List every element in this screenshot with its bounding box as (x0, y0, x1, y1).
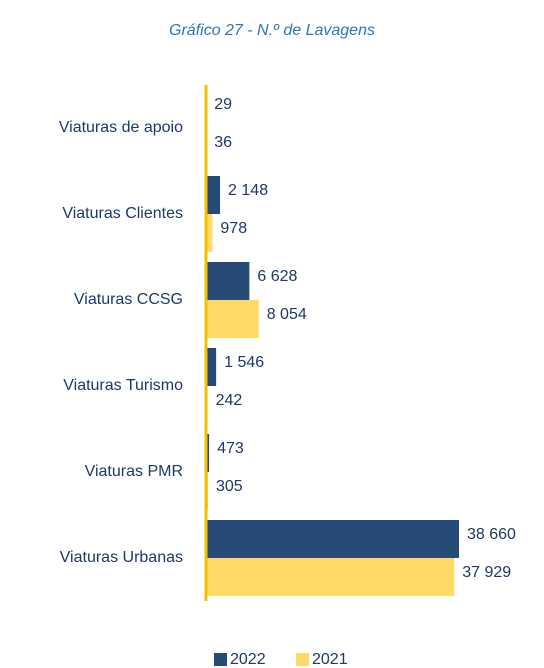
y-tick-label: Viaturas CCSG (74, 291, 183, 308)
bar (206, 434, 210, 472)
legend-swatch (296, 653, 309, 666)
data-label: 8 054 (267, 306, 307, 323)
legend-swatch (214, 653, 227, 666)
data-label: 1 546 (224, 354, 264, 371)
bar (206, 176, 221, 214)
data-label: 978 (220, 220, 247, 237)
y-tick-label: Viaturas Urbanas (60, 549, 183, 566)
data-label: 473 (217, 440, 244, 457)
bar (206, 558, 455, 596)
bar (206, 262, 250, 300)
data-label: 242 (216, 392, 243, 409)
data-label: 2 148 (228, 182, 268, 199)
data-label: 29 (214, 96, 232, 113)
y-tick-label: Viaturas Clientes (62, 205, 183, 222)
legend-label: 2021 (312, 651, 348, 668)
data-label: 38 660 (467, 526, 516, 543)
data-label: 6 628 (257, 268, 297, 285)
y-tick-label: Viaturas PMR (85, 463, 183, 480)
chart-title: Gráfico 27 - N.º de Lavagens (169, 22, 375, 39)
data-label: 36 (214, 134, 232, 151)
bar (206, 214, 213, 252)
bar (206, 300, 259, 338)
y-tick-label: Viaturas Turismo (63, 377, 183, 394)
legend-label: 2022 (230, 651, 266, 668)
data-label: 37 929 (462, 564, 511, 581)
bar (206, 348, 217, 386)
y-tick-label: Viaturas de apoio (59, 119, 183, 136)
data-label: 305 (216, 478, 243, 495)
bar (206, 520, 459, 558)
